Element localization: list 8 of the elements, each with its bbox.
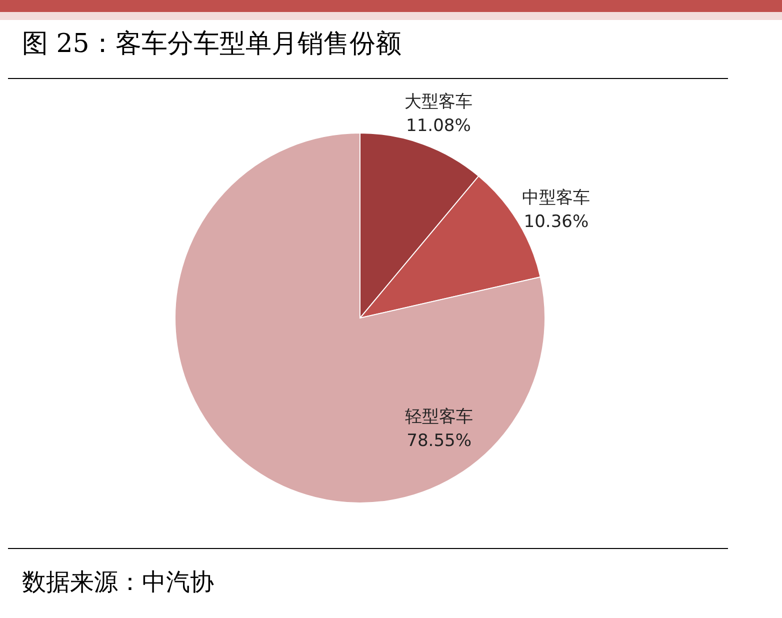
- chart-title: 图 25：客车分车型单月销售份额: [22, 28, 402, 61]
- slice-label: 中型客车: [522, 188, 590, 208]
- source-note: 数据来源：中汽协: [22, 567, 214, 598]
- slice-label: 轻型客车: [405, 407, 474, 428]
- data-label: 78.55%: [406, 431, 472, 452]
- data-label: 10.36%: [524, 212, 589, 232]
- data-label: 11.08%: [406, 116, 471, 136]
- slice-label: 大型客车: [404, 92, 472, 112]
